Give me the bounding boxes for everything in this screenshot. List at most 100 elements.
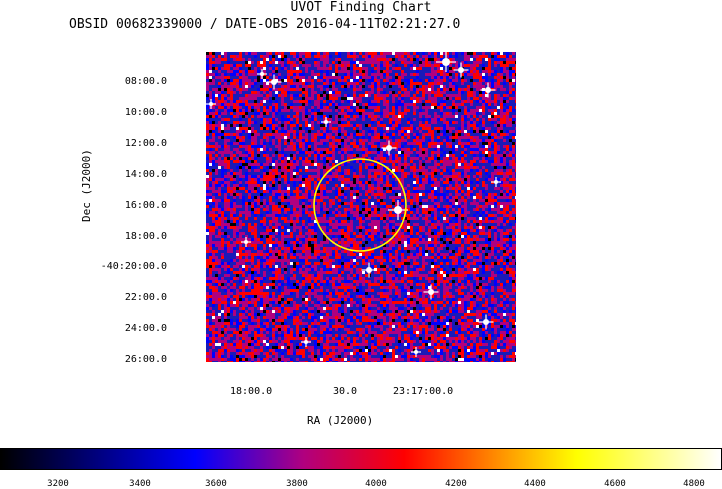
noise-pixel (440, 70, 443, 73)
noise-pixel (341, 121, 344, 124)
noise-pixel (299, 232, 302, 235)
noise-pixel (353, 175, 356, 178)
noise-pixel (479, 226, 482, 229)
noise-pixel (293, 184, 296, 187)
noise-pixel (263, 232, 266, 235)
noise-pixel (479, 229, 482, 232)
noise-pixel (251, 145, 254, 148)
noise-pixel (407, 142, 410, 145)
noise-pixel (221, 67, 224, 70)
noise-pixel (377, 157, 380, 160)
noise-pixel (494, 94, 497, 97)
noise-pixel (317, 253, 320, 256)
noise-pixel (482, 70, 485, 73)
noise-pixel (401, 112, 404, 115)
noise-pixel (389, 211, 392, 214)
noise-pixel (206, 223, 209, 226)
noise-pixel (488, 196, 491, 199)
noise-pixel (251, 232, 254, 235)
noise-pixel (359, 115, 362, 118)
noise-pixel (293, 52, 296, 55)
noise-pixel (299, 235, 302, 238)
noise-pixel (464, 172, 467, 175)
noise-pixel (464, 211, 467, 214)
noise-pixel (482, 250, 485, 253)
noise-pixel (296, 88, 299, 91)
noise-pixel (338, 94, 341, 97)
noise-pixel (278, 241, 281, 244)
noise-pixel (302, 211, 305, 214)
noise-pixel (425, 55, 428, 58)
noise-pixel (473, 67, 476, 70)
noise-pixel (455, 163, 458, 166)
noise-pixel (404, 151, 407, 154)
noise-pixel (500, 241, 503, 244)
noise-pixel (347, 82, 350, 85)
noise-pixel (278, 82, 281, 85)
noise-pixel (248, 250, 251, 253)
noise-pixel (386, 133, 389, 136)
noise-pixel (500, 172, 503, 175)
noise-pixel (338, 253, 341, 256)
noise-pixel (410, 157, 413, 160)
noise-pixel (341, 109, 344, 112)
noise-pixel (491, 178, 494, 181)
noise-pixel (368, 148, 371, 151)
noise-pixel (212, 226, 215, 229)
noise-pixel (224, 151, 227, 154)
noise-pixel (302, 184, 305, 187)
noise-pixel (236, 256, 239, 259)
noise-pixel (500, 226, 503, 229)
noise-pixel (323, 124, 326, 127)
noise-pixel (392, 169, 395, 172)
noise-pixel (443, 205, 446, 208)
noise-pixel (335, 148, 338, 151)
noise-pixel (344, 172, 347, 175)
noise-pixel (419, 250, 422, 253)
noise-pixel (272, 106, 275, 109)
noise-pixel (311, 124, 314, 127)
noise-pixel (323, 82, 326, 85)
noise-pixel (506, 169, 509, 172)
noise-pixel (236, 253, 239, 256)
noise-pixel (272, 169, 275, 172)
noise-pixel (377, 151, 380, 154)
noise-pixel (425, 211, 428, 214)
noise-pixel (344, 250, 347, 253)
noise-pixel (272, 178, 275, 181)
noise-pixel (293, 154, 296, 157)
noise-pixel (245, 184, 248, 187)
noise-pixel (347, 136, 350, 139)
noise-pixel (413, 256, 416, 259)
noise-pixel (506, 235, 509, 238)
noise-pixel (323, 229, 326, 232)
noise-pixel (272, 115, 275, 118)
noise-pixel (494, 109, 497, 112)
noise-pixel (416, 253, 419, 256)
noise-pixel (209, 127, 212, 130)
noise-pixel (419, 253, 422, 256)
noise-pixel (449, 175, 452, 178)
noise-pixel (248, 130, 251, 133)
noise-pixel (359, 88, 362, 91)
noise-pixel (482, 244, 485, 247)
noise-pixel (383, 211, 386, 214)
noise-pixel (305, 169, 308, 172)
noise-pixel (515, 127, 516, 130)
noise-pixel (428, 139, 431, 142)
noise-pixel (383, 52, 386, 55)
noise-pixel (251, 106, 254, 109)
noise-pixel (515, 169, 516, 172)
noise-pixel (404, 103, 407, 106)
noise-pixel (284, 178, 287, 181)
noise-pixel (269, 178, 272, 181)
noise-pixel (440, 238, 443, 241)
noise-pixel (272, 112, 275, 115)
noise-pixel (296, 124, 299, 127)
noise-pixel (443, 130, 446, 133)
noise-pixel (359, 226, 362, 229)
noise-pixel (329, 151, 332, 154)
noise-pixel (236, 241, 239, 244)
noise-pixel (290, 127, 293, 130)
noise-pixel (221, 133, 224, 136)
